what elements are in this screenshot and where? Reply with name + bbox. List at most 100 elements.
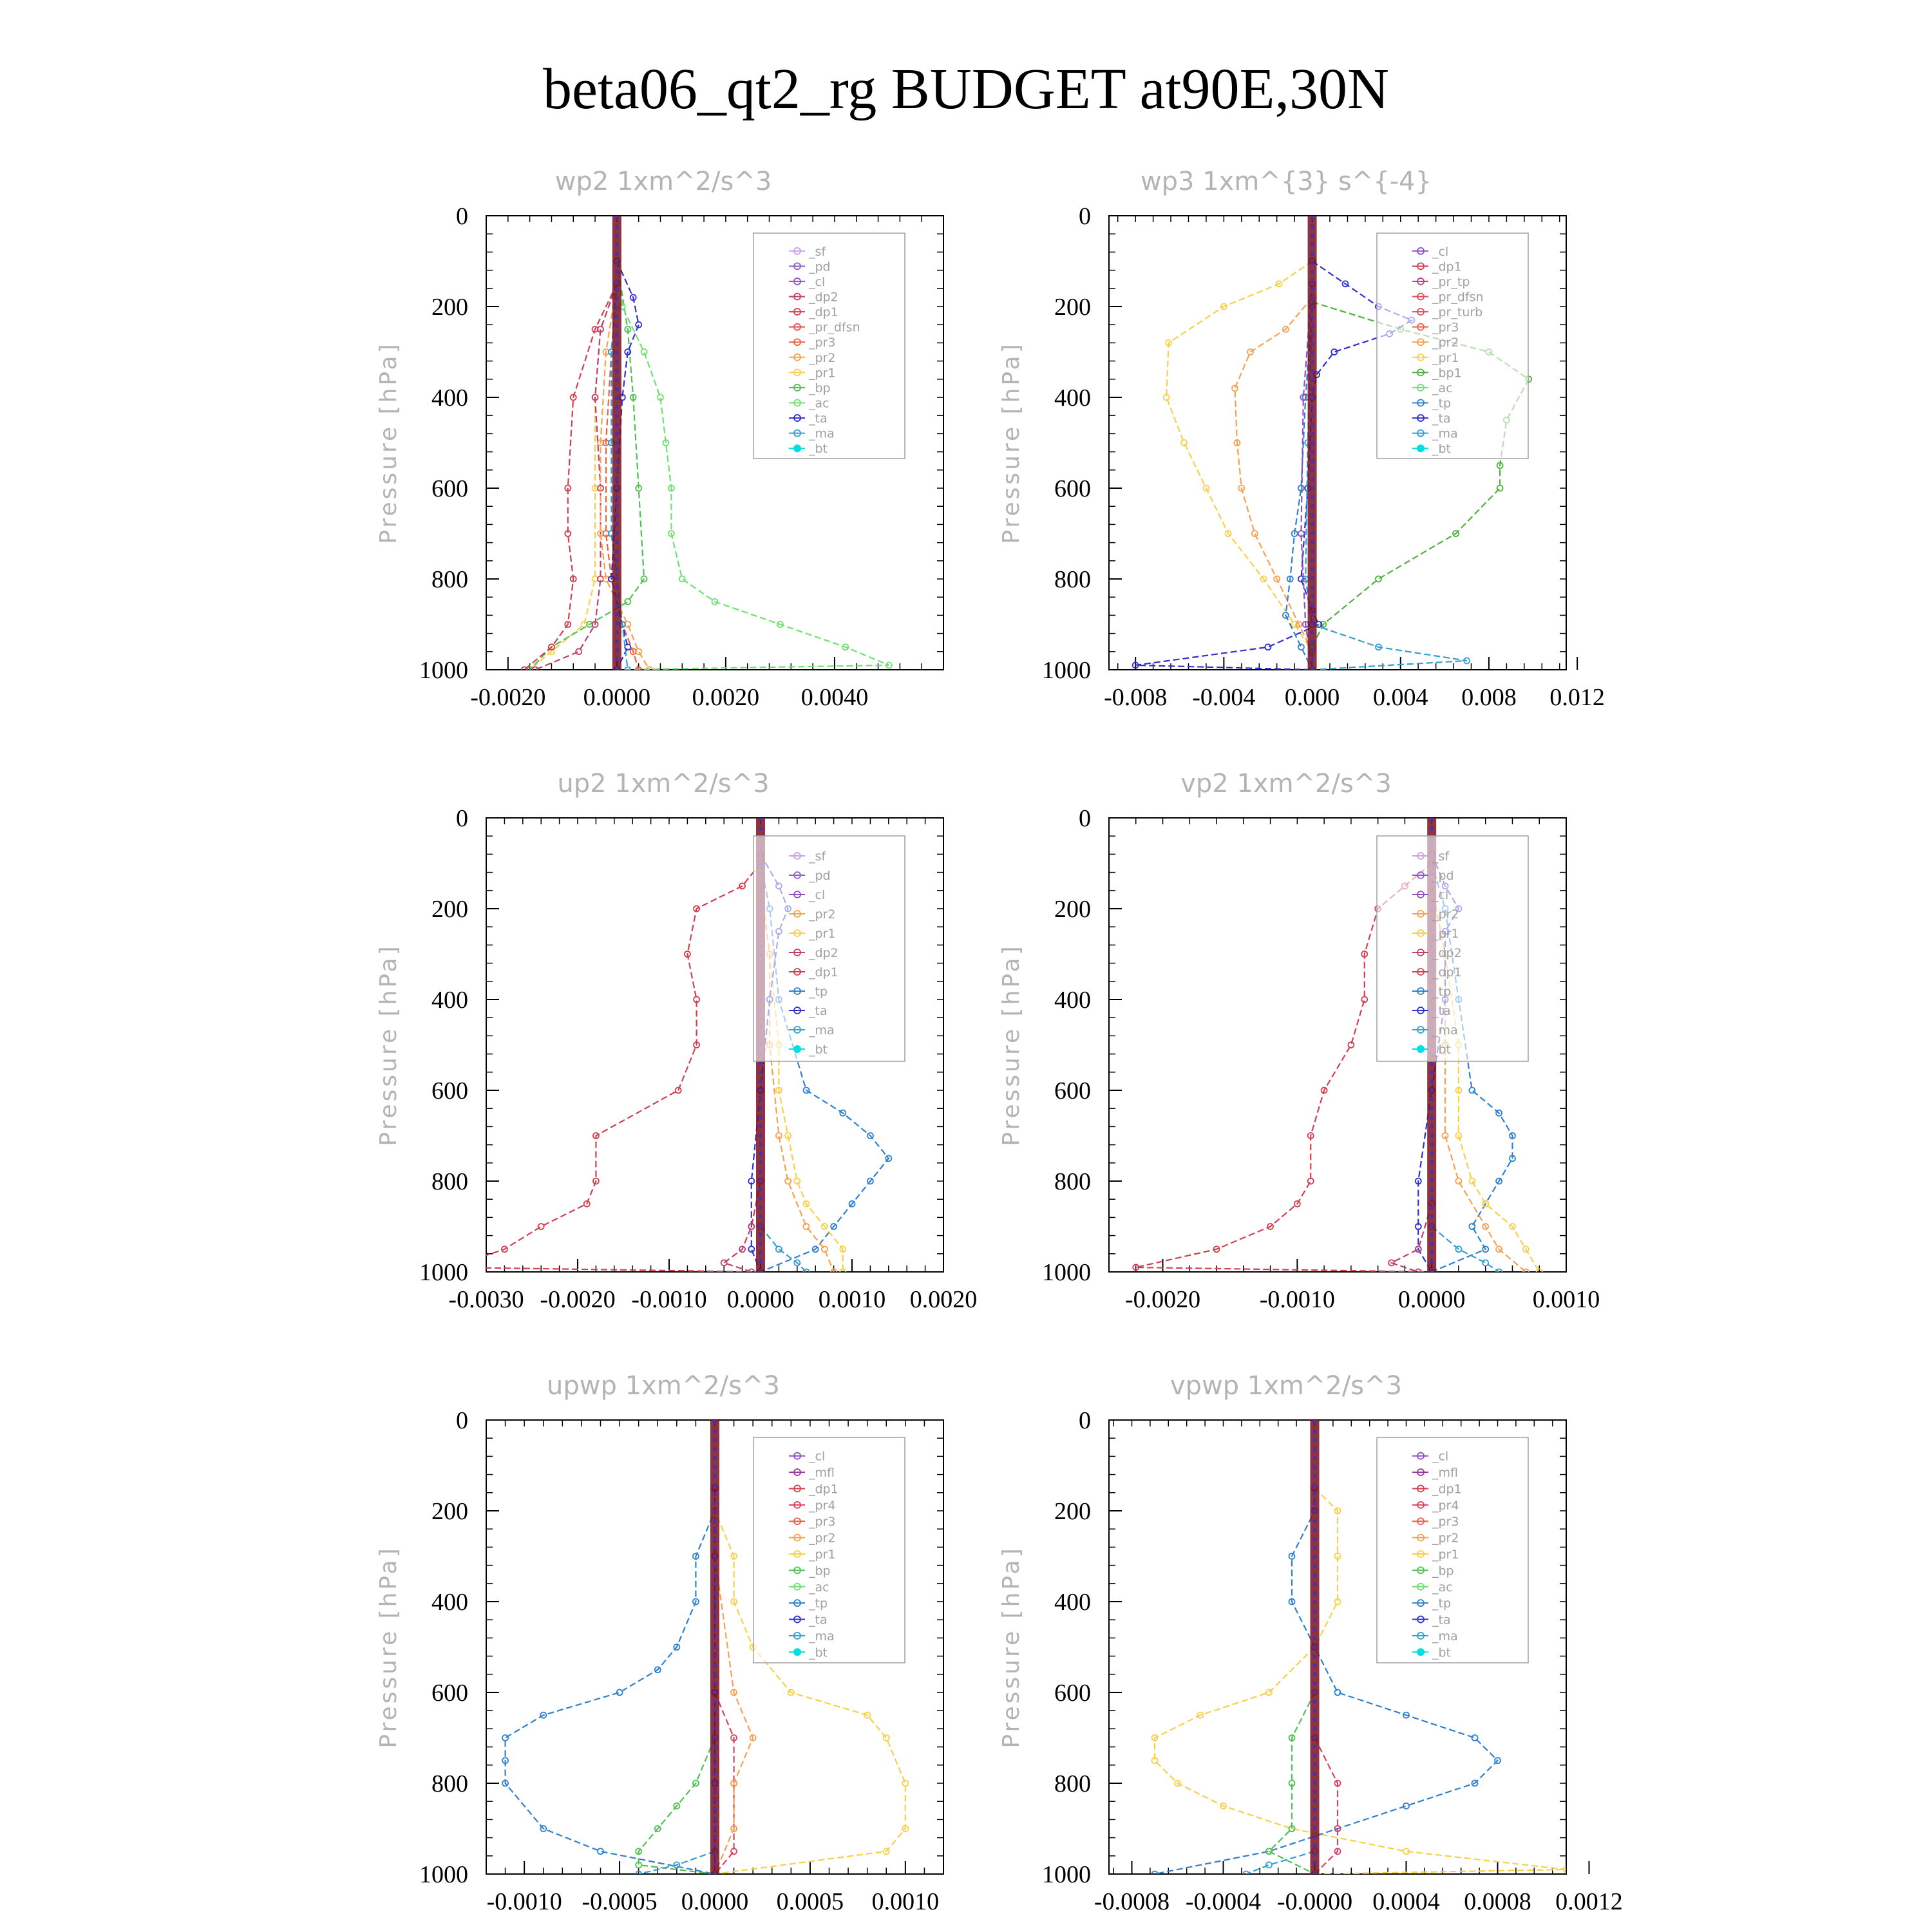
data-point: [1495, 1245, 1502, 1253]
y-tick-label: 600: [1054, 1077, 1091, 1104]
data-point: [1535, 1268, 1543, 1272]
data-point: [1295, 621, 1303, 628]
data-point: [1414, 1268, 1422, 1272]
data-point: [520, 666, 528, 670]
legend: _cl _mfl _dp1 _pr4 _pr3 _pr2 _pr1 _bp _ac_tp _ta _…: [753, 1437, 905, 1663]
data-point: [1509, 1155, 1516, 1162]
plot-frame: [1108, 215, 1567, 670]
data-point: [502, 1757, 509, 1765]
data-point: [730, 1734, 737, 1741]
legend-label: _ma: [1432, 1629, 1458, 1643]
legend-box: [753, 835, 905, 1062]
data-point: [1233, 439, 1241, 446]
data-point: [684, 951, 691, 958]
x-tick-label: 0.0000: [583, 684, 651, 711]
series-group: [1151, 1420, 1566, 1874]
data-point: [1562, 1866, 1566, 1873]
panel-title: wp2 1xm^2/s^3: [555, 167, 772, 196]
data-point: [624, 643, 632, 651]
legend-label: _sf: [1432, 849, 1450, 864]
data-point: [1151, 1734, 1159, 1741]
legend-marker: [793, 414, 801, 422]
legend-marker: [793, 949, 801, 956]
data-point: [537, 1223, 545, 1230]
series-line-dp1: [486, 862, 761, 1272]
legend-label: _ac: [808, 1580, 829, 1595]
legend-label: _pr1: [1432, 927, 1459, 941]
data-point: [654, 1666, 661, 1674]
legend-label: _pr3: [1432, 321, 1459, 335]
data-point: [867, 1177, 874, 1185]
legend-label: _pr2: [808, 907, 835, 922]
legend-marker: [793, 308, 801, 316]
series-group: [502, 1420, 909, 1874]
legend-label: _ta: [808, 412, 828, 426]
legend-label: _pd: [1432, 869, 1454, 883]
y-tick-label: 0: [1079, 203, 1091, 230]
y-tick-label: 1000: [419, 657, 468, 684]
data-point: [1224, 530, 1232, 537]
data-point: [1273, 575, 1281, 583]
legend-marker: [793, 852, 801, 860]
legend-marker: [1417, 1566, 1425, 1575]
data-point: [1441, 1132, 1449, 1139]
data-point: [1275, 280, 1283, 288]
legend-label: _pr2: [808, 1531, 835, 1546]
series-line-pr2: [759, 886, 835, 1272]
data-point: [1361, 951, 1368, 958]
data-point: [624, 666, 632, 670]
series-line-pr3: [605, 283, 639, 670]
data-point: [616, 1689, 623, 1696]
legend-label: _ac: [808, 397, 829, 411]
data-point: [564, 621, 572, 628]
legend-label: _cl: [1432, 245, 1448, 259]
data-point: [1495, 1109, 1502, 1117]
data-point: [864, 1711, 871, 1719]
legend-marker: [1417, 1026, 1425, 1034]
data-point: [640, 575, 648, 583]
data-point: [1288, 1598, 1296, 1605]
data-point: [1220, 303, 1227, 310]
data-point: [662, 439, 670, 446]
legend-label: _ac: [1432, 1580, 1453, 1595]
y-tick-label: 600: [431, 1680, 468, 1707]
data-point: [802, 1223, 810, 1230]
data-point: [502, 1779, 509, 1787]
x-tick-label: 0.004: [1373, 684, 1428, 711]
data-point: [1496, 484, 1504, 492]
data-point: [657, 393, 664, 401]
legend-marker: [1417, 1468, 1425, 1476]
series-line-tp: [504, 1488, 716, 1874]
data-point: [902, 1825, 909, 1832]
legend-label: _cl: [1432, 1450, 1448, 1464]
x-tick-label: 0.0040: [801, 684, 869, 711]
legend-marker: [1417, 429, 1425, 437]
legend-label: _pr1: [1432, 351, 1459, 365]
legend-label: _dp1: [1432, 260, 1462, 274]
legend-label: _pr_dfsn: [1432, 290, 1484, 305]
data-point: [1288, 1825, 1296, 1832]
data-point: [673, 1802, 681, 1810]
x-tick-label: -0.0010: [1260, 1286, 1335, 1313]
legend-marker: [1417, 1484, 1425, 1493]
legend-label: _pr1: [808, 366, 835, 380]
data-point: [548, 648, 555, 656]
data-point: [1494, 1757, 1501, 1765]
series-line-ma: [611, 283, 629, 670]
legend-label: _dp2: [808, 946, 838, 960]
data-point: [730, 1779, 737, 1787]
data-point: [693, 996, 700, 1003]
legend-label: _dp1: [808, 305, 838, 319]
data-point: [583, 1200, 591, 1208]
data-point: [1307, 1177, 1314, 1185]
data-point: [1265, 1848, 1273, 1855]
legend-marker: [1417, 1582, 1425, 1591]
legend-label: _bt: [1432, 1645, 1451, 1660]
series-line-pr1: [1166, 260, 1313, 670]
data-point: [748, 1245, 755, 1253]
legend-label: _pr3: [808, 1515, 835, 1529]
y-tick-label: 400: [1054, 1589, 1091, 1616]
panel-title: up2 1xm^2/s^3: [557, 769, 769, 799]
legend-marker: [793, 353, 801, 361]
legend-label: _dp1: [1432, 1482, 1462, 1496]
